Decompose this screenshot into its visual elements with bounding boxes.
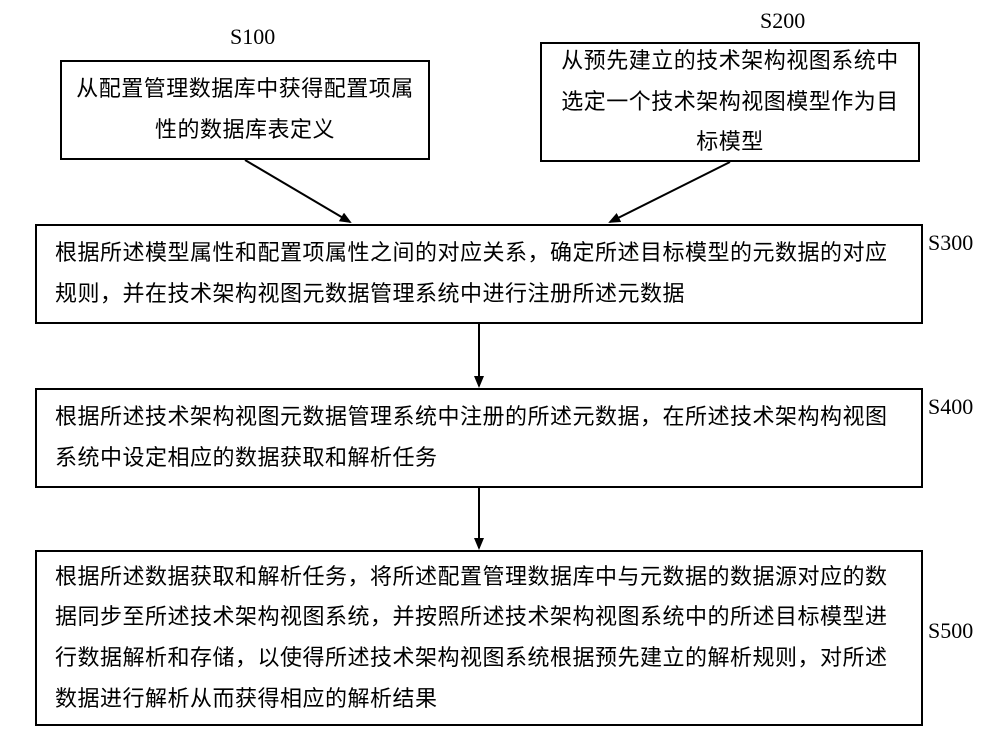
- edge-s100-s300: [245, 160, 350, 222]
- step-label-s400: S400: [928, 394, 973, 420]
- node-s200: 从预先建立的技术架构视图系统中选定一个技术架构视图模型作为目标模型: [540, 42, 920, 162]
- node-s500: 根据所述数据获取和解析任务，将所述配置管理数据库中与元数据的数据源对应的数据同步…: [35, 550, 923, 726]
- node-s100: 从配置管理数据库中获得配置项属性的数据库表定义: [60, 60, 430, 160]
- step-label-s100: S100: [230, 24, 275, 50]
- edge-s200-s300: [610, 162, 730, 222]
- node-s500-text: 根据所述数据获取和解析任务，将所述配置管理数据库中与元数据的数据源对应的数据同步…: [37, 549, 921, 728]
- node-s300: 根据所述模型属性和配置项属性之间的对应关系，确定所述目标模型的元数据的对应规则，…: [35, 224, 923, 324]
- node-s100-text: 从配置管理数据库中获得配置项属性的数据库表定义: [62, 63, 428, 156]
- node-s400-text: 根据所述技术架构视图元数据管理系统中注册的所述元数据，在所述技术架构构视图系统中…: [37, 389, 921, 486]
- node-s300-text: 根据所述模型属性和配置项属性之间的对应关系，确定所述目标模型的元数据的对应规则，…: [37, 225, 921, 322]
- node-s200-text: 从预先建立的技术架构视图系统中选定一个技术架构视图模型作为目标模型: [542, 35, 918, 169]
- step-label-s200: S200: [760, 8, 805, 34]
- node-s400: 根据所述技术架构视图元数据管理系统中注册的所述元数据，在所述技术架构构视图系统中…: [35, 388, 923, 488]
- flowchart-canvas: S100 S200 S300 S400 S500 从配置管理数据库中获得配置项属…: [0, 0, 1000, 738]
- step-label-s500: S500: [928, 618, 973, 644]
- step-label-s300: S300: [928, 230, 973, 256]
